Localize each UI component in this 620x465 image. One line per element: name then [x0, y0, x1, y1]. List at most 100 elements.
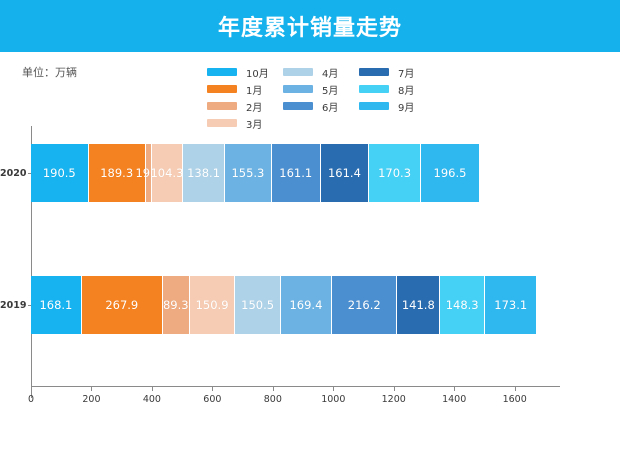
- x-axis-tick: [31, 387, 32, 391]
- x-axis-tick: [91, 387, 93, 391]
- chart-plot-area: 2020 2019 190.5 189.3 19.5 104.3 138.1 155.3 1…: [0, 118, 620, 408]
- bar-segment-value: 104.3: [150, 166, 184, 180]
- legend-label: 5月: [322, 85, 339, 97]
- bar-segment[interactable]: 267.9: [81, 276, 163, 334]
- legend-label: 4月: [322, 68, 339, 80]
- y-axis-tick-2020: [28, 173, 32, 174]
- bar-segment[interactable]: 150.5: [235, 276, 281, 334]
- legend-swatch-icon: [283, 85, 313, 93]
- bar-segment[interactable]: 138.1: [183, 144, 225, 202]
- bar-segment[interactable]: 216.2: [332, 276, 398, 334]
- x-axis-tick-label: 400: [142, 394, 161, 405]
- legend-swatch-icon: [207, 119, 237, 127]
- x-axis-tick-label: 200: [82, 394, 101, 405]
- unit-label: 单位：万辆: [22, 66, 77, 79]
- x-axis-tick: [212, 387, 214, 391]
- x-axis-tick: [151, 387, 153, 391]
- legend-swatch-icon: [207, 102, 237, 110]
- legend-item-1月[interactable]: 1月: [207, 83, 283, 97]
- bar-segment-value: 150.5: [241, 298, 275, 312]
- bar-segment-value: 169.4: [289, 298, 323, 312]
- legend-item-3月[interactable]: 3月: [207, 117, 283, 131]
- bar-segment-value: 150.9: [195, 298, 229, 312]
- x-axis-tick-label: 0: [27, 394, 35, 405]
- legend-item-9月[interactable]: 9月: [359, 100, 435, 114]
- bar-segment[interactable]: 89.3: [162, 276, 190, 334]
- title-bar: 年度累计销量走势: [0, 0, 620, 52]
- bar-segment[interactable]: 196.5: [420, 144, 481, 202]
- bar-segment[interactable]: 148.3: [440, 276, 486, 334]
- stacked-bar-2020: 190.5 189.3 19.5 104.3 138.1 155.3 161.1 161.4 1…: [31, 144, 481, 202]
- y-axis-tick-2019: [28, 305, 32, 306]
- x-axis-tick: [393, 387, 395, 391]
- legend-label: 9月: [398, 102, 415, 114]
- bar-segment[interactable]: 161.1: [271, 144, 321, 202]
- legend-label: 8月: [398, 85, 415, 97]
- legend-label: 1月: [246, 85, 263, 97]
- legend-swatch-icon: [207, 85, 237, 93]
- bar-segment-value: 190.5: [42, 166, 76, 180]
- bar-segment-value: 155.3: [231, 166, 265, 180]
- legend-item-7月[interactable]: 7月: [359, 66, 435, 80]
- bar-segment[interactable]: 169.4: [280, 276, 333, 334]
- bar-segment[interactable]: 141.8: [397, 276, 441, 334]
- x-axis-tick-label: 1200: [381, 394, 406, 405]
- legend-swatch-icon: [283, 68, 313, 76]
- bar-segment[interactable]: 190.5: [31, 144, 89, 202]
- legend-swatch-icon: [359, 102, 389, 110]
- bar-segment-value: 161.1: [279, 166, 313, 180]
- bar-segment[interactable]: 170.3: [369, 144, 421, 202]
- y-axis-label-2019: 2019: [0, 300, 27, 311]
- y-axis-line: [31, 126, 32, 398]
- bar-segment-value: 267.9: [105, 298, 139, 312]
- legend-item-4月[interactable]: 4月: [283, 66, 359, 80]
- bar-segment-value: 138.1: [187, 166, 221, 180]
- legend-item-6月[interactable]: 6月: [283, 100, 359, 114]
- legend-swatch-icon: [207, 68, 237, 76]
- legend-item-8月[interactable]: 8月: [359, 83, 435, 97]
- legend-item-5月[interactable]: 5月: [283, 83, 359, 97]
- legend-label: 3月: [246, 119, 263, 131]
- bar-segment[interactable]: 104.3: [150, 144, 184, 202]
- legend-column-2: 4月 5月 6月: [283, 66, 359, 129]
- x-axis-tick-label: 1600: [502, 394, 527, 405]
- x-axis-tick: [514, 387, 516, 391]
- bar-segment-value: 173.1: [494, 298, 528, 312]
- x-axis-tick: [454, 387, 456, 391]
- bar-segment[interactable]: 189.3: [88, 144, 146, 202]
- legend-item-2月[interactable]: 2月: [207, 100, 283, 114]
- x-axis-tick-label: 1400: [442, 394, 467, 405]
- legend-swatch-icon: [283, 102, 313, 110]
- legend-label: 7月: [398, 68, 415, 80]
- bar-segment[interactable]: 173.1: [485, 276, 538, 334]
- y-axis-label-2020: 2020: [0, 168, 27, 179]
- x-axis-tick-label: 1000: [321, 394, 346, 405]
- legend-label: 6月: [322, 102, 339, 114]
- bar-segment-value: 148.3: [445, 298, 479, 312]
- bar-segment[interactable]: 150.9: [189, 276, 236, 334]
- bar-segment[interactable]: 168.1: [31, 276, 82, 334]
- bar-segment[interactable]: 155.3: [224, 144, 272, 202]
- x-axis-tick: [333, 387, 335, 391]
- x-axis-tick-label: 600: [203, 394, 222, 405]
- bar-segment-value: 216.2: [347, 298, 381, 312]
- bar-segment-value: 161.4: [327, 166, 361, 180]
- stacked-bar-2019: 168.1 267.9 89.3 150.9 150.5 169.4 216.2 141.8 1…: [31, 276, 538, 334]
- bar-segment-value: 196.5: [433, 166, 467, 180]
- bar-segment-value: 168.1: [39, 298, 73, 312]
- legend-swatch-icon: [359, 85, 389, 93]
- page-title: 年度累计销量走势: [217, 16, 402, 41]
- x-axis-line: [31, 386, 560, 387]
- bar-segment-value: 141.8: [401, 298, 435, 312]
- x-axis-tick: [272, 387, 274, 391]
- legend-column-3: 7月 8月 9月: [359, 66, 435, 129]
- chart-legend: 10月 1月 2月 3月 4月 5月 6月 7月 8月 9月: [207, 66, 435, 131]
- legend-column-1: 10月 1月 2月 3月: [207, 66, 283, 131]
- x-axis-tick-label: 800: [263, 394, 282, 405]
- bar-segment-value: 89.3: [162, 298, 189, 312]
- legend-swatch-icon: [359, 68, 389, 76]
- bar-segment-value: 189.3: [100, 166, 134, 180]
- legend-item-10月[interactable]: 10月: [207, 66, 283, 80]
- legend-label: 2月: [246, 102, 263, 114]
- bar-segment[interactable]: 161.4: [320, 144, 370, 202]
